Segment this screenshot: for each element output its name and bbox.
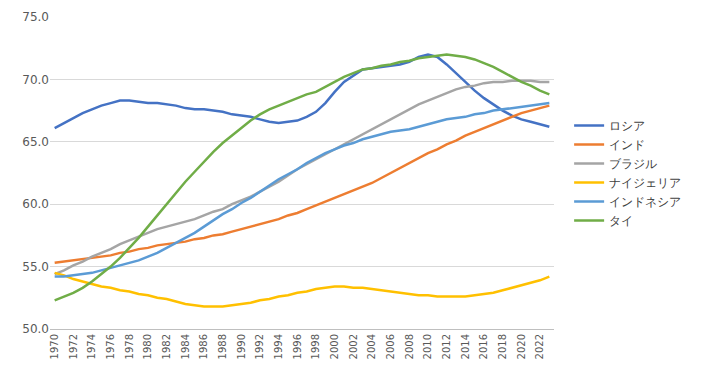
svg-text:2010: 2010 bbox=[422, 334, 433, 359]
svg-text:1974: 1974 bbox=[86, 334, 97, 359]
svg-text:60.0: 60.0 bbox=[22, 197, 49, 211]
svg-text:1992: 1992 bbox=[254, 334, 265, 359]
svg-text:2018: 2018 bbox=[497, 334, 508, 359]
svg-text:1972: 1972 bbox=[68, 334, 79, 359]
svg-text:ブラジル: ブラジル bbox=[609, 157, 657, 171]
svg-text:2012: 2012 bbox=[441, 334, 452, 359]
svg-text:1978: 1978 bbox=[124, 334, 135, 359]
svg-text:2016: 2016 bbox=[478, 334, 489, 359]
svg-text:1990: 1990 bbox=[236, 334, 247, 359]
svg-text:2006: 2006 bbox=[385, 334, 396, 359]
svg-text:1982: 1982 bbox=[161, 334, 172, 359]
svg-text:ロシア: ロシア bbox=[609, 119, 645, 133]
svg-text:2022: 2022 bbox=[534, 334, 545, 359]
svg-text:1994: 1994 bbox=[273, 334, 284, 359]
svg-text:50.0: 50.0 bbox=[22, 322, 49, 336]
svg-text:1980: 1980 bbox=[142, 334, 153, 359]
svg-text:55.0: 55.0 bbox=[22, 260, 49, 274]
svg-text:1996: 1996 bbox=[292, 334, 303, 359]
svg-text:1970: 1970 bbox=[49, 334, 60, 359]
svg-text:65.0: 65.0 bbox=[22, 135, 49, 149]
svg-text:2000: 2000 bbox=[329, 334, 340, 359]
svg-text:2020: 2020 bbox=[516, 334, 527, 359]
svg-text:1998: 1998 bbox=[310, 334, 321, 359]
svg-text:70.0: 70.0 bbox=[22, 73, 49, 87]
svg-text:1986: 1986 bbox=[198, 334, 209, 359]
svg-text:2008: 2008 bbox=[404, 334, 415, 359]
svg-text:2004: 2004 bbox=[366, 334, 377, 359]
svg-text:タイ: タイ bbox=[609, 214, 633, 228]
svg-text:インドネシア: インドネシア bbox=[609, 195, 681, 209]
svg-text:75.0: 75.0 bbox=[22, 10, 49, 24]
svg-text:1976: 1976 bbox=[105, 334, 116, 359]
svg-text:1984: 1984 bbox=[180, 334, 191, 359]
svg-text:ナイジェリア: ナイジェリア bbox=[609, 176, 681, 190]
svg-text:2002: 2002 bbox=[348, 334, 359, 359]
svg-text:インド: インド bbox=[609, 138, 645, 152]
svg-text:1988: 1988 bbox=[217, 334, 228, 359]
svg-text:2014: 2014 bbox=[460, 334, 471, 359]
